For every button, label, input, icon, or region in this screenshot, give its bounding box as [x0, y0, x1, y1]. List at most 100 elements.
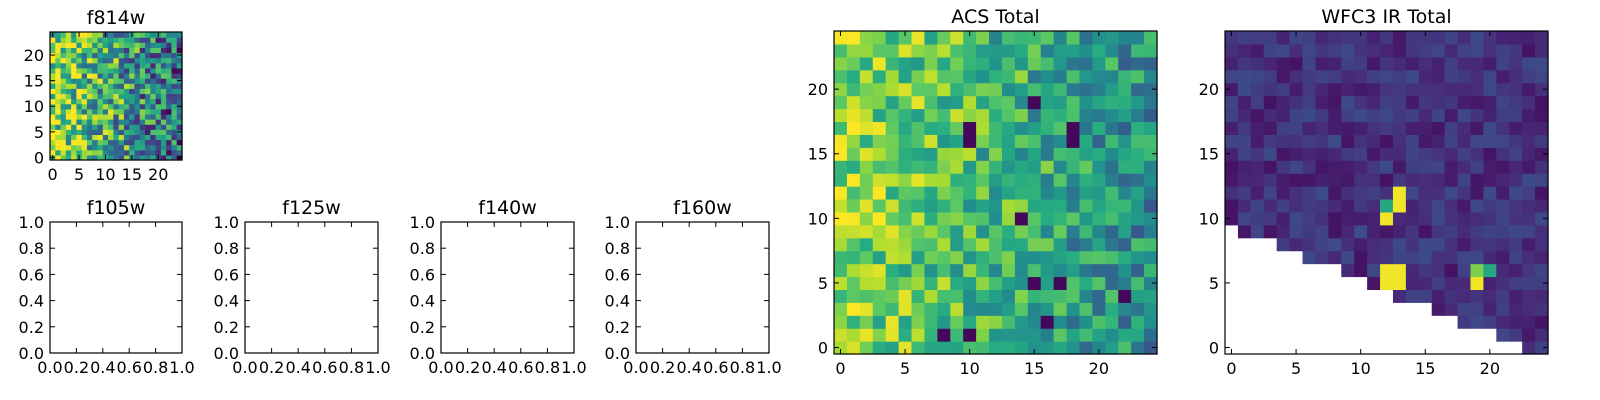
heatmap-cell [1144, 121, 1158, 135]
heatmap-cell [1418, 56, 1433, 71]
heatmap-cell [1509, 31, 1523, 45]
heatmap-cell [1027, 224, 1042, 239]
heatmap-cell [118, 57, 125, 64]
x-tick-label: 0.2 [259, 358, 284, 377]
heatmap-cell [989, 341, 1003, 355]
heatmap-cell [108, 144, 114, 151]
heatmap-cell [976, 31, 990, 45]
heatmap-cell [60, 108, 67, 115]
heatmap-cell [989, 315, 1003, 329]
heatmap-cell [911, 31, 926, 45]
heatmap-cell [1380, 147, 1394, 161]
heatmap-cell [1509, 224, 1523, 239]
heatmap-cell [71, 52, 77, 59]
heatmap-cell [1092, 69, 1106, 84]
heatmap-cell [872, 108, 887, 123]
heatmap-cell [113, 62, 120, 69]
heatmap-cell [145, 67, 151, 74]
heatmap-cell [1014, 250, 1029, 265]
heatmap-cell [1483, 69, 1497, 84]
heatmap-cell [1027, 276, 1042, 290]
heatmap-cell [1118, 315, 1132, 329]
heatmap-cell [1079, 302, 1093, 316]
heatmap-cell [1302, 95, 1317, 110]
heatmap-cell [123, 134, 130, 141]
heatmap-cell [1496, 289, 1510, 303]
heatmap-cell [1354, 263, 1368, 278]
heatmap-cell [846, 121, 861, 135]
heatmap-cell [129, 88, 136, 95]
x-tick-label: 0.6 [508, 358, 533, 377]
heatmap-cell [911, 289, 926, 303]
heatmap-cell [1418, 82, 1433, 97]
heatmap-cell [1014, 328, 1029, 342]
heatmap-cell [989, 173, 1003, 187]
heatmap-cell [92, 32, 99, 38]
heatmap-cell [97, 72, 104, 79]
heatmap-cell [1315, 186, 1329, 200]
heatmap-cell [989, 276, 1003, 290]
heatmap-cell [1509, 147, 1523, 161]
heatmap-cell [134, 108, 141, 115]
heatmap-cell [1535, 276, 1549, 290]
heatmap-cell [963, 211, 977, 226]
heatmap-cell [1457, 211, 1472, 226]
heatmap-cell [1328, 56, 1342, 71]
heatmap-cell [1105, 250, 1119, 265]
heatmap-cell [1092, 82, 1106, 97]
heatmap-cell [1431, 147, 1446, 161]
heatmap-cell [1092, 250, 1106, 265]
heatmap-cell [885, 315, 900, 329]
heatmap-cell [1118, 160, 1132, 174]
heatmap-cell [108, 93, 114, 100]
heatmap-cell [1001, 108, 1016, 123]
heatmap-cell [92, 119, 99, 125]
heatmap-cell [139, 32, 146, 38]
heatmap-cell [1405, 198, 1420, 213]
heatmap-cell [108, 47, 114, 54]
heatmap-cell [1315, 160, 1329, 174]
heatmap-cell [102, 47, 109, 54]
heatmap-cell [1392, 56, 1407, 71]
heatmap-cell [924, 31, 938, 45]
heatmap-cell [81, 42, 88, 48]
heatmap-cell [1092, 328, 1106, 342]
heatmap-cell [1483, 224, 1497, 239]
heatmap-cell [155, 103, 162, 110]
heatmap-cell [145, 144, 151, 151]
heatmap-cell [976, 69, 990, 84]
heatmap-cell [81, 98, 88, 105]
heatmap-cell [911, 82, 926, 97]
heatmap-cell [55, 108, 62, 115]
heatmap-cell [160, 88, 167, 95]
heatmap-cell [1380, 56, 1394, 71]
heatmap-cell [1341, 147, 1355, 161]
heatmap-cell [976, 328, 990, 342]
heatmap-cell [150, 47, 157, 54]
heatmap-cell [1522, 134, 1536, 148]
heatmap-cell [1040, 224, 1055, 239]
heatmap-cell [1509, 43, 1523, 58]
heatmap-cell [129, 78, 136, 84]
heatmap-cell [1509, 315, 1523, 329]
heatmap-cell [166, 88, 173, 95]
heatmap-cell [1380, 276, 1394, 290]
heatmap-cell [1392, 31, 1407, 45]
heatmap-cell [1225, 160, 1239, 174]
heatmap-cell [60, 32, 67, 38]
heatmap-cell [65, 129, 72, 135]
heatmap-cell [155, 108, 162, 115]
heatmap-cell [834, 302, 848, 316]
heatmap-cell [65, 88, 72, 95]
heatmap-cell [1535, 134, 1549, 148]
heatmap-cell [81, 32, 88, 38]
heatmap-cell [1027, 198, 1042, 213]
heatmap-cell [1509, 82, 1523, 97]
heatmap-cell [976, 224, 990, 239]
heatmap-cell [1131, 56, 1145, 71]
heatmap-cell [71, 72, 77, 79]
heatmap-cell [60, 88, 67, 95]
heatmap-cell [1315, 250, 1329, 265]
heatmap-cell [145, 47, 151, 54]
heatmap-cell [898, 276, 913, 290]
